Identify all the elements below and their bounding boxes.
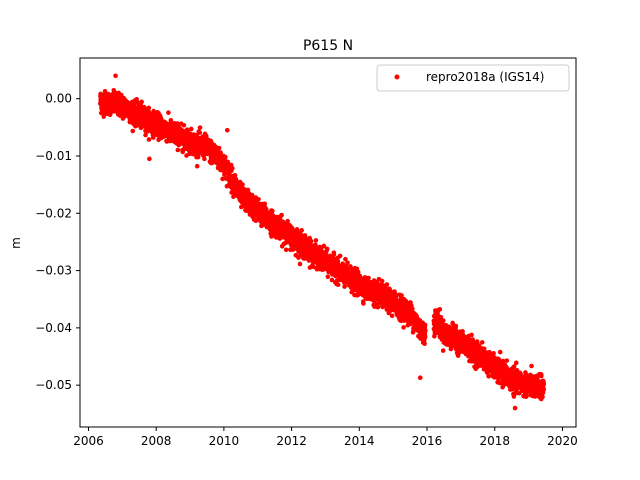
data-point <box>422 334 428 340</box>
data-point <box>529 363 534 369</box>
data-point <box>481 346 487 351</box>
data-point <box>335 282 341 288</box>
data-point-outlier <box>113 73 118 79</box>
data-point <box>223 154 228 160</box>
data-point <box>422 322 428 328</box>
data-point <box>135 100 140 105</box>
data-point <box>146 137 152 142</box>
data-point <box>440 318 446 323</box>
data-point <box>294 227 300 232</box>
data-point <box>197 130 203 135</box>
data-point-outlier <box>224 127 230 133</box>
data-point <box>130 128 136 134</box>
data-point <box>245 187 251 193</box>
legend-marker <box>394 74 400 80</box>
data-point <box>491 351 496 356</box>
data-point <box>194 163 200 169</box>
data-point <box>218 150 223 155</box>
data-point <box>299 228 304 233</box>
x-tick-label: 2008 <box>141 434 172 448</box>
data-point <box>297 261 303 267</box>
y-tick-label: −0.02 <box>35 206 72 220</box>
data-point <box>422 341 427 347</box>
data-point <box>230 165 235 171</box>
data-point <box>175 147 181 153</box>
data-point <box>240 182 245 187</box>
y-axis-label: m <box>9 237 23 249</box>
legend: repro2018a (IGS14) <box>376 64 570 92</box>
data-point <box>541 381 547 387</box>
legend-label: repro2018a (IGS14) <box>426 70 544 84</box>
x-tick-label: 2014 <box>344 434 375 448</box>
data-point <box>270 208 275 214</box>
data-point <box>197 125 203 130</box>
data-point <box>366 275 371 281</box>
data-point <box>389 313 395 319</box>
data-point <box>262 201 268 207</box>
chart-title: P615 N <box>303 38 353 54</box>
data-point <box>337 253 343 259</box>
data-point-outlier <box>417 375 423 381</box>
data-point <box>308 238 314 244</box>
data-point <box>118 92 124 98</box>
x-tick-label: 2012 <box>276 434 307 448</box>
data-point <box>285 218 290 224</box>
data-point <box>321 243 327 249</box>
data-point <box>401 325 406 330</box>
data-point <box>540 394 545 400</box>
y-tick-label: −0.05 <box>35 378 72 392</box>
data-point <box>541 387 546 392</box>
data-point <box>384 282 390 287</box>
data-point <box>256 197 261 202</box>
y-tick-label: −0.01 <box>35 149 72 163</box>
data-point <box>180 149 186 155</box>
x-tick-label: 2016 <box>412 434 443 448</box>
x-tick-label: 2020 <box>547 434 578 448</box>
data-point <box>479 340 485 345</box>
data-point <box>203 133 209 139</box>
data-point <box>504 358 510 363</box>
data-point <box>139 99 144 105</box>
data-point <box>146 105 152 111</box>
x-tick-label: 2018 <box>479 434 510 448</box>
data-point <box>342 284 347 289</box>
data-point <box>279 212 284 218</box>
data-point <box>539 373 544 379</box>
y-tick-label: −0.03 <box>35 264 72 278</box>
x-tick-label: 2010 <box>209 434 240 448</box>
data-point <box>345 260 350 266</box>
data-point <box>181 123 187 128</box>
data-point <box>437 307 443 312</box>
data-point <box>331 252 337 257</box>
data-point <box>440 348 446 353</box>
data-point <box>166 110 171 115</box>
y-tick-label: 0.00 <box>45 92 72 106</box>
data-point <box>325 274 331 280</box>
data-point <box>379 278 385 284</box>
data-point <box>324 246 330 252</box>
data-point <box>216 145 222 151</box>
data-point <box>497 349 503 355</box>
data-point <box>302 233 308 238</box>
data-point <box>423 328 428 334</box>
data-point <box>361 301 366 306</box>
data-point <box>188 126 194 132</box>
x-tick-label: 2006 <box>73 434 104 448</box>
data-points <box>98 73 547 411</box>
y-tick-label: −0.04 <box>35 321 72 335</box>
data-point <box>143 132 148 138</box>
data-point <box>313 238 319 243</box>
data-point <box>283 247 289 253</box>
data-point <box>232 173 238 178</box>
data-point-outlier <box>147 156 152 162</box>
data-point <box>202 156 207 162</box>
data-point <box>101 114 107 119</box>
data-point-outlier <box>512 405 518 411</box>
data-point <box>513 360 519 366</box>
data-point <box>469 332 474 338</box>
data-point <box>453 323 459 329</box>
